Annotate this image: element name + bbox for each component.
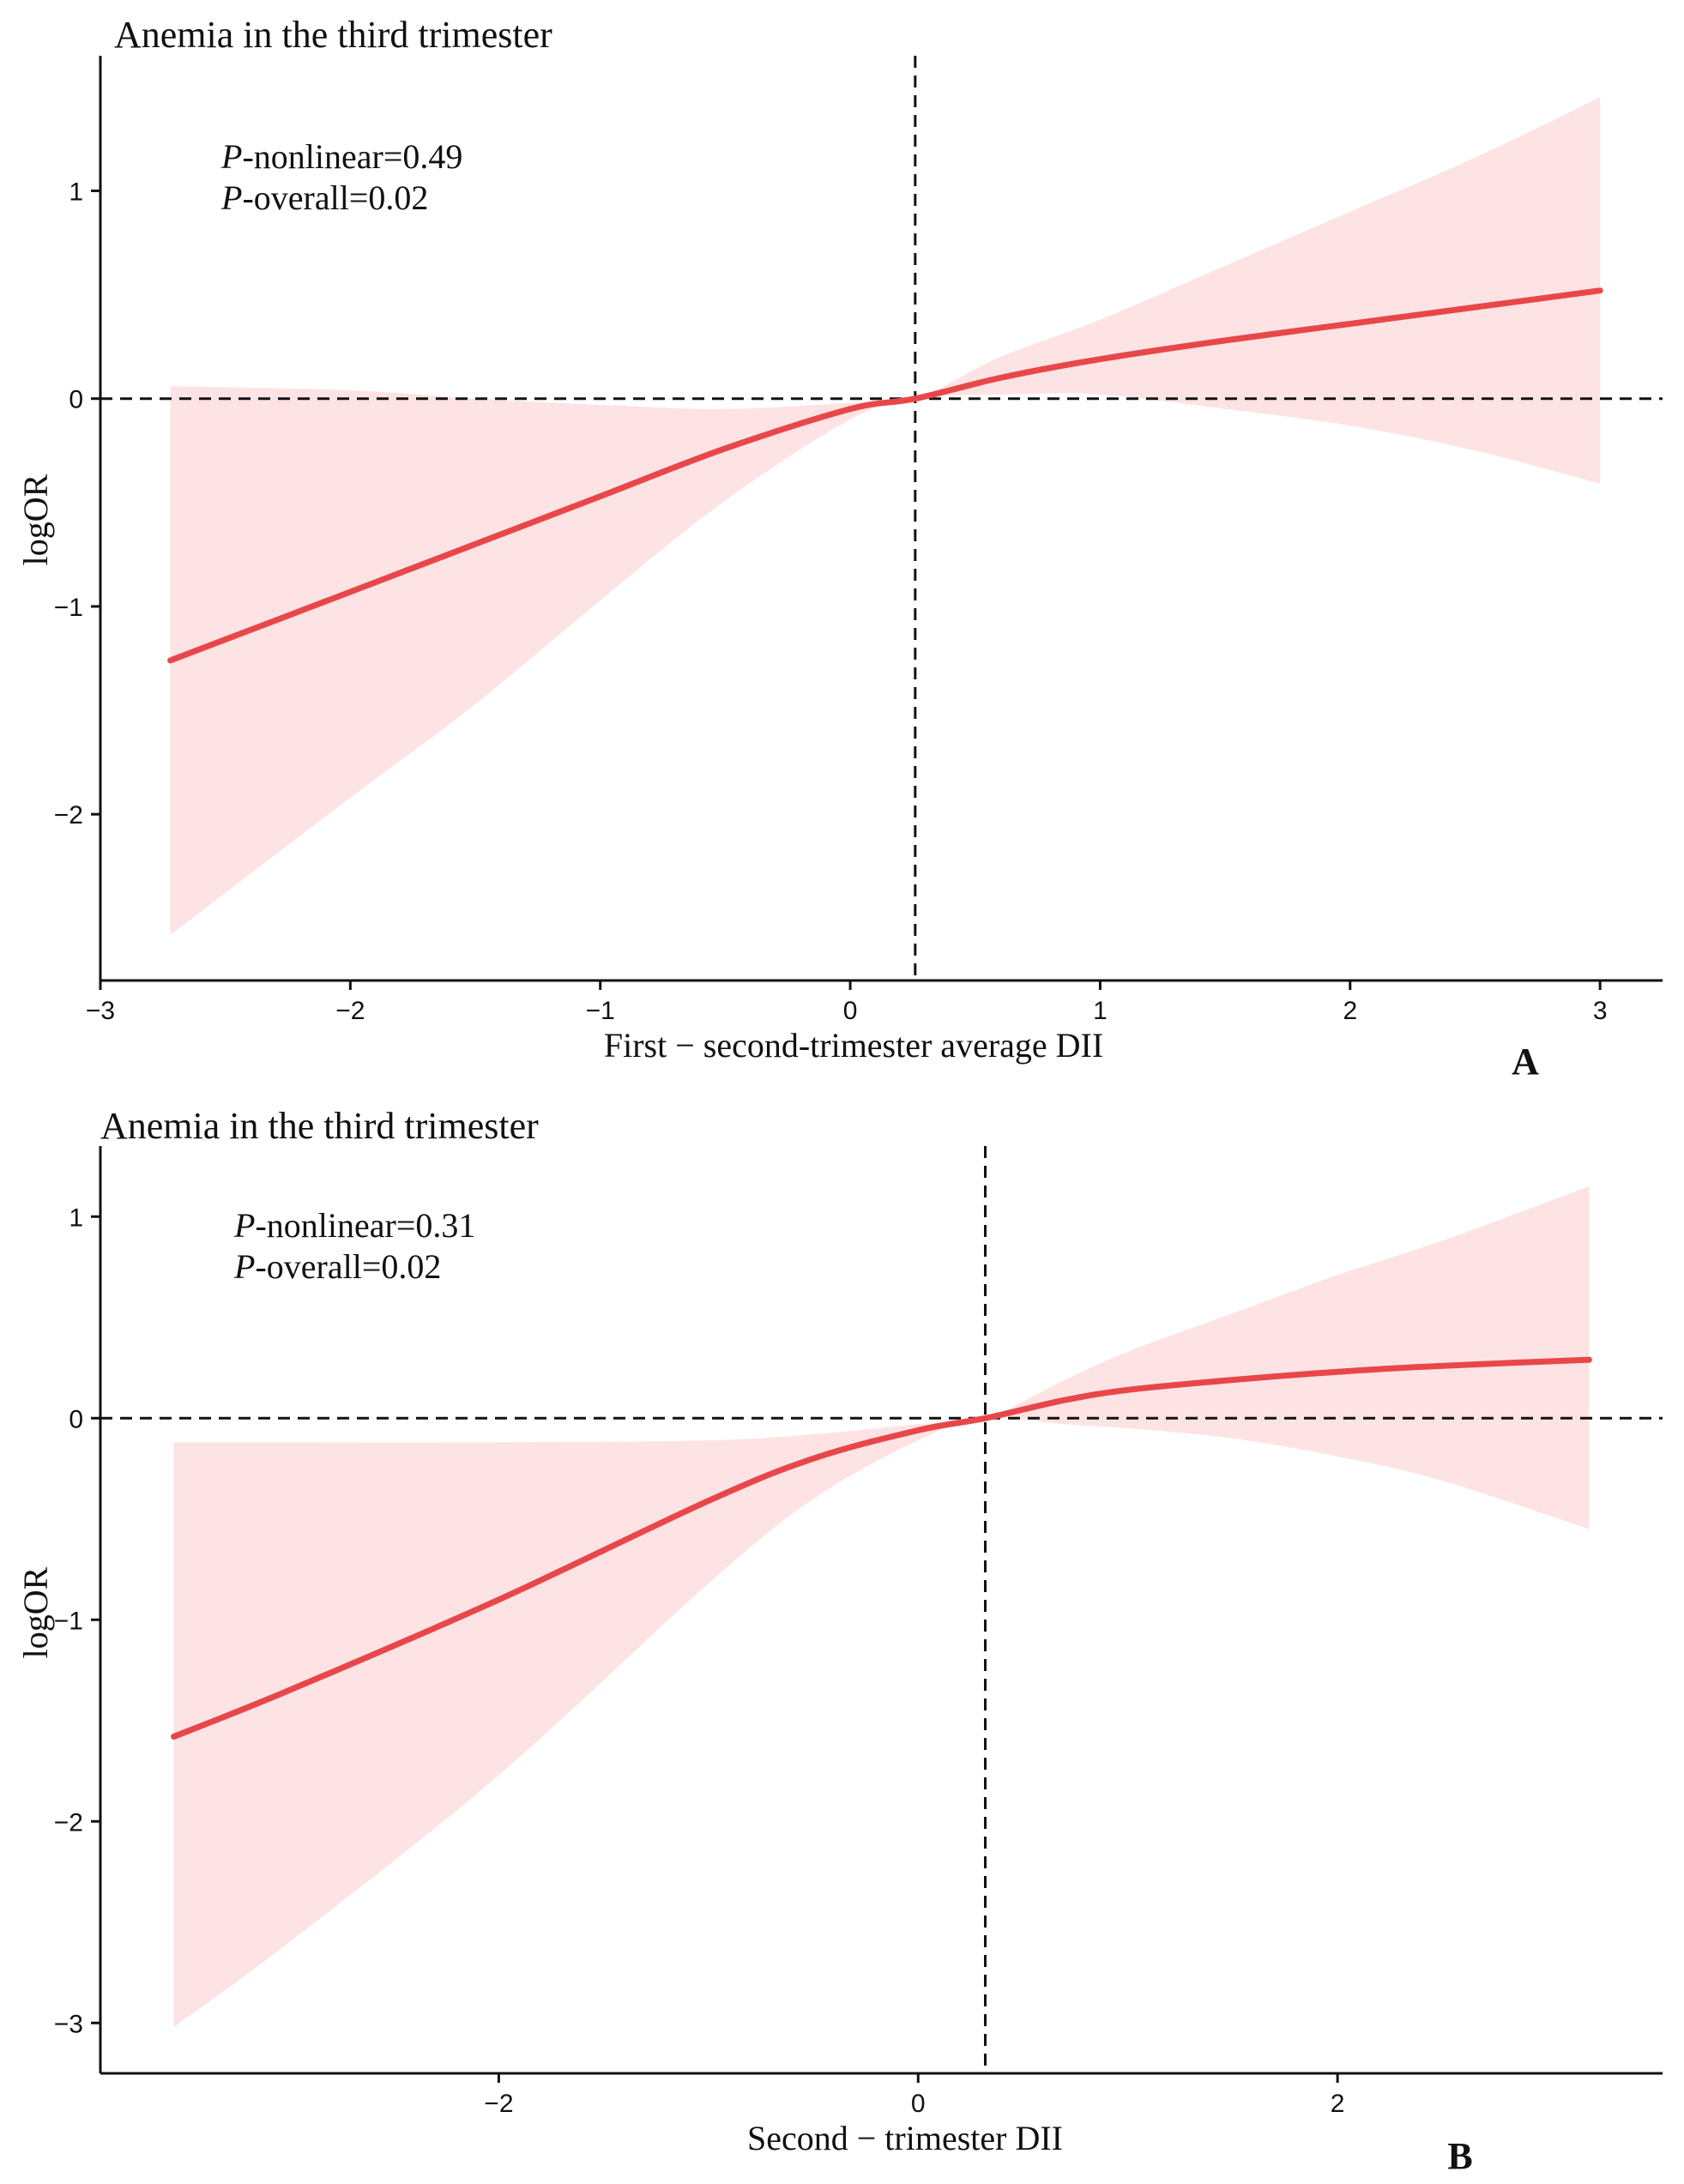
x-tick-label-a: −1 (586, 997, 615, 1025)
confidence-band-b (173, 1186, 1590, 2027)
p-nonlinear-b-value: -nonlinear=0.31 (255, 1206, 475, 1245)
panel-b: −2 0 2 −3 −2 −1 0 1 Anemia in the third trimes… (16, 1105, 1663, 2177)
x-axis-b: −2 0 2 (100, 2072, 1663, 2118)
y-tick-label-b: 0 (69, 1405, 83, 1433)
p-overall-a: P-overall=0.02 (220, 178, 428, 217)
y-tick-label-a: −2 (54, 801, 83, 830)
y-tick-label-b: 1 (69, 1204, 83, 1232)
x-tick-label-a: −2 (335, 997, 365, 1025)
p-nonlinear-b-italic: P (233, 1206, 255, 1245)
x-tick-label-b: −2 (484, 2090, 513, 2118)
y-tick-label-a: −1 (54, 594, 83, 622)
chart-title-a: Anemia in the third trimester (114, 14, 552, 56)
p-nonlinear-a: P-nonlinear=0.49 (220, 137, 462, 176)
chart-title-b: Anemia in the third trimester (100, 1105, 539, 1147)
y-tick-label-b: −3 (54, 2010, 83, 2038)
x-axis-a: −3 −2 −1 0 1 2 3 (86, 979, 1663, 1025)
p-overall-a-italic: P (220, 178, 242, 217)
y-tick-label-b: −1 (54, 1607, 83, 1635)
x-tick-label-a: −3 (86, 997, 115, 1025)
x-axis-label-a: First − second-trimester average DII (604, 1026, 1103, 1065)
x-tick-label-a: 1 (1093, 997, 1108, 1025)
panel-label-a: A (1512, 1041, 1539, 1083)
y-axis-a: −2 −1 0 1 (54, 56, 102, 980)
estimate-line-a (167, 287, 1603, 664)
y-tick-label-a: 0 (69, 386, 83, 414)
p-overall-b-value: -overall=0.02 (255, 1247, 441, 1286)
y-axis-label-a: logOR (16, 474, 55, 565)
x-tick-label-a: 2 (1343, 997, 1357, 1025)
panel-label-b: B (1447, 2135, 1472, 2177)
p-overall-b-italic: P (233, 1247, 255, 1286)
y-tick-label-a: 1 (69, 178, 83, 206)
panel-a: −3 −2 −1 0 1 2 3 −2 −1 0 1 Anemia in the third tr… (16, 14, 1663, 1083)
y-tick-label-b: −2 (54, 1808, 83, 1837)
p-nonlinear-b: P-nonlinear=0.31 (233, 1206, 475, 1245)
x-tick-label-b: 2 (1331, 2090, 1345, 2118)
y-axis-b: −3 −2 −1 0 1 (54, 1146, 102, 2073)
y-axis-label-b: logOR (16, 1566, 55, 1658)
p-overall-b: P-overall=0.02 (233, 1247, 441, 1286)
confidence-band-a (170, 97, 1601, 935)
p-overall-a-value: -overall=0.02 (242, 178, 428, 217)
estimate-line-b (171, 1356, 1592, 1740)
x-tick-label-a: 0 (843, 997, 858, 1025)
x-tick-label-b: 0 (911, 2090, 926, 2118)
x-axis-label-b: Second − trimester DII (747, 2119, 1063, 2157)
p-nonlinear-a-italic: P (220, 137, 242, 176)
x-tick-label-a: 3 (1593, 997, 1608, 1025)
p-nonlinear-a-value: -nonlinear=0.49 (242, 137, 462, 176)
